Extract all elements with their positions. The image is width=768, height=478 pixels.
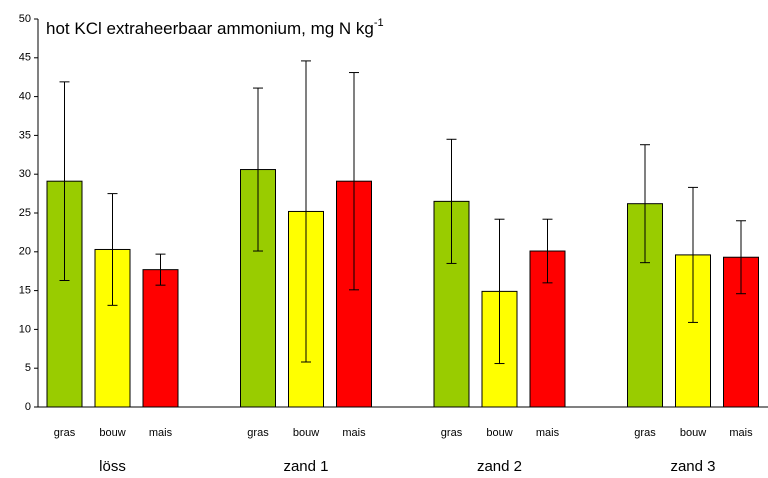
x-group-label: zand 3: [670, 458, 715, 475]
x-sub-label: gras: [441, 427, 463, 439]
x-sub-label: mais: [729, 427, 753, 439]
x-sub-label: bouw: [293, 427, 319, 439]
bar: [142, 269, 179, 408]
y-tick-label: 20: [19, 246, 31, 258]
bar: [46, 180, 83, 408]
x-sub-label: mais: [342, 427, 366, 439]
y-tick-label: 40: [19, 91, 31, 103]
y-tick-label: 45: [19, 52, 31, 64]
chart-title: hot KCl extraheerbaar ammonium, mg N kg-…: [46, 17, 384, 39]
x-sub-label: bouw: [486, 427, 512, 439]
x-sub-label: mais: [536, 427, 560, 439]
y-tick-label: 25: [19, 207, 31, 219]
y-tick-label: 5: [25, 362, 31, 374]
title-superscript: -1: [374, 17, 384, 29]
x-group-label: zand 1: [283, 458, 328, 475]
x-sub-label: gras: [247, 427, 269, 439]
y-tick-label: 50: [19, 13, 31, 25]
y-tick-label: 10: [19, 323, 31, 335]
x-group-label: zand 2: [477, 458, 522, 475]
x-sub-label: gras: [634, 427, 656, 439]
title-main: hot KCl extraheerbaar ammonium, mg N kg: [46, 19, 374, 38]
x-sub-label: mais: [149, 427, 173, 439]
y-tick-label: 15: [19, 285, 31, 297]
x-group-label: löss: [99, 458, 126, 475]
x-sub-label: gras: [54, 427, 76, 439]
x-sub-label: bouw: [99, 427, 125, 439]
x-sub-label: bouw: [680, 427, 706, 439]
y-tick-label: 30: [19, 168, 31, 180]
y-tick-label: 0: [25, 401, 31, 413]
y-tick-label: 35: [19, 129, 31, 141]
